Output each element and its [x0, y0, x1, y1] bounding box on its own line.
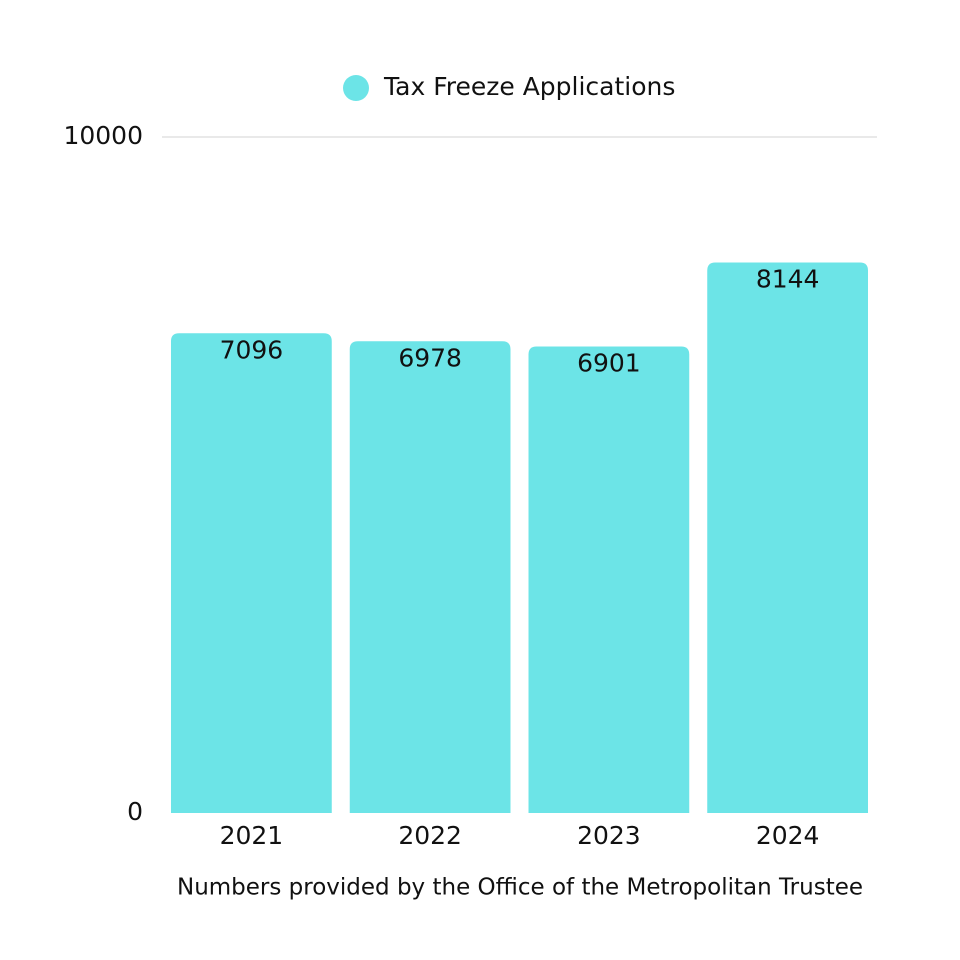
value-label: 6901 [577, 348, 641, 377]
value-label: 8144 [756, 264, 820, 293]
caption: Numbers provided by the Office of the Me… [177, 875, 863, 901]
legend-swatch [343, 75, 369, 101]
value-label: 6978 [398, 343, 462, 372]
y-tick-label: 0 [127, 797, 143, 826]
x-tick-label: 2021 [220, 821, 284, 850]
x-tick-label: 2023 [577, 821, 641, 850]
bar [528, 346, 690, 813]
y-tick-label: 10000 [63, 121, 143, 150]
bar [707, 262, 868, 814]
bar [171, 333, 332, 813]
bar [349, 341, 511, 813]
x-tick-label: 2022 [398, 821, 462, 850]
value-label: 7096 [220, 335, 284, 364]
legend-label: Tax Freeze Applications [383, 72, 675, 101]
x-tick-label: 2024 [756, 821, 820, 850]
